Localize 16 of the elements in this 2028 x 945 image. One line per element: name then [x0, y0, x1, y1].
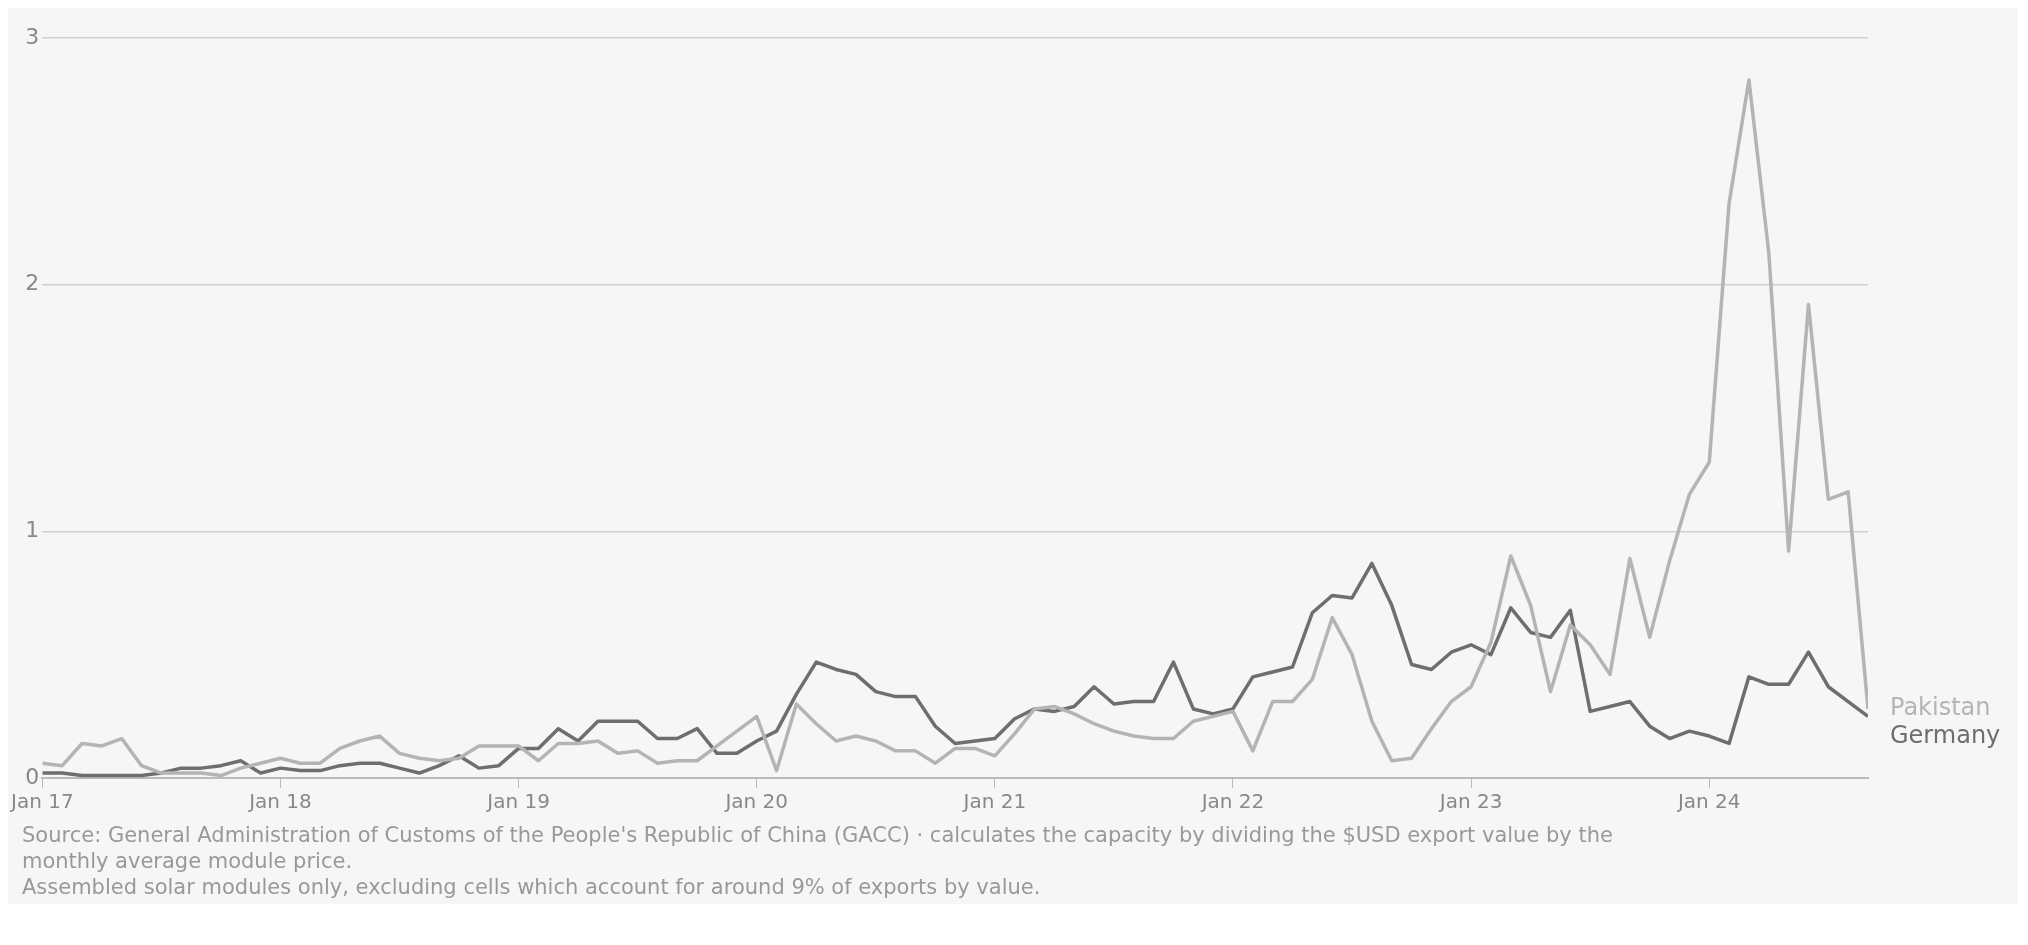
- x-tick-label: Jan 22: [1199, 789, 1265, 814]
- series-label: Germany: [1890, 721, 2001, 750]
- x-tick-label: Jan 20: [723, 789, 789, 814]
- x-tick-label: Jan 23: [1437, 789, 1503, 814]
- series-label: Pakistan: [1890, 693, 1991, 722]
- text: Assembled solar modules only, excluding cells which account for around 9% of exports by value.: [22, 874, 1042, 900]
- y-tick-label: 1: [25, 517, 40, 543]
- x-tick-label: Jan 19: [485, 789, 550, 814]
- y-tick-label: 2: [25, 270, 40, 296]
- y-tick-label: 0: [25, 763, 40, 789]
- y-tick-label: 3: [25, 23, 40, 49]
- x-tick-label: Jan 17: [9, 789, 74, 814]
- x-tick-label: Jan 18: [247, 789, 312, 814]
- x-tick-label: Jan 24: [1675, 789, 1741, 814]
- source-note: Source: General Administration of Customs of the People's Republic of China (GACC) · calculates the capacity by dividing the $USD export value by the monthly average module price.: [22, 822, 1614, 874]
- x-tick-label: Jan 21: [961, 789, 1027, 814]
